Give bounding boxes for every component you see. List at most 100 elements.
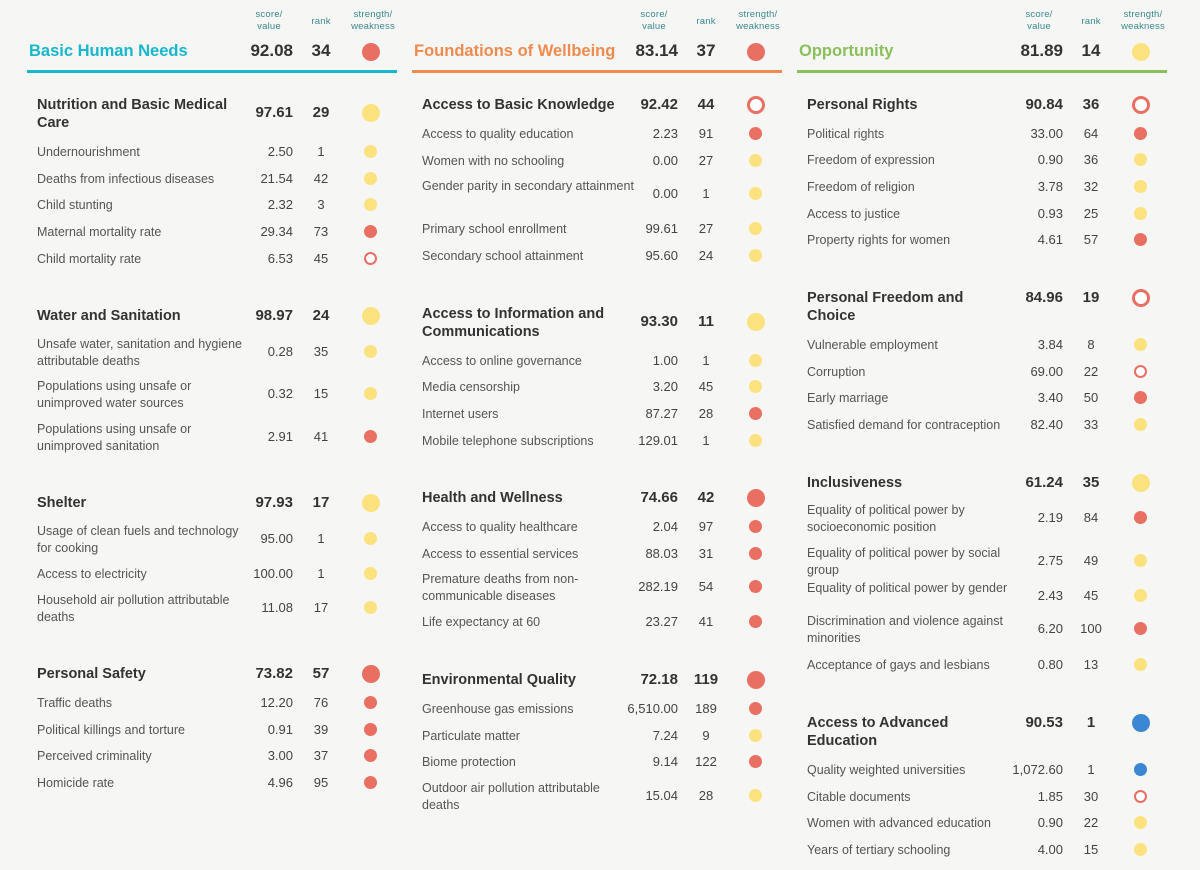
dimension-status-dot[interactable] [362, 43, 380, 61]
indicator-status-dot[interactable] [749, 249, 762, 262]
indicator-status-dot[interactable] [1134, 816, 1147, 829]
indicator-name[interactable]: Corruption [807, 365, 866, 379]
indicator-status-dot[interactable] [749, 702, 762, 715]
indicator-status-dot[interactable] [1134, 511, 1147, 524]
indicator-status-dot[interactable] [749, 547, 762, 560]
component-status-dot[interactable] [747, 313, 765, 331]
indicator-status-dot[interactable] [749, 380, 762, 393]
indicator-status-dot[interactable] [749, 729, 762, 742]
component-title[interactable]: Access to Information and Communications [422, 306, 605, 340]
indicator-status-dot[interactable] [1134, 554, 1147, 567]
indicator-status-dot[interactable] [749, 407, 762, 420]
component-status-dot[interactable] [1132, 96, 1150, 114]
indicator-status-dot[interactable] [364, 345, 377, 358]
indicator-name[interactable]: Access to essential services [422, 547, 579, 561]
indicator-name[interactable]: Access to electricity [37, 567, 147, 581]
indicator-name[interactable]: Child mortality rate [37, 252, 142, 266]
indicator-name[interactable]: Usage of clean fuels and technology for … [37, 524, 239, 555]
indicator-status-dot[interactable] [1134, 338, 1147, 351]
indicator-status-dot[interactable] [1134, 233, 1147, 246]
indicator-status-dot[interactable] [364, 430, 377, 443]
indicator-name[interactable]: Populations using unsafe or unimproved s… [37, 422, 192, 453]
indicator-status-dot[interactable] [749, 755, 762, 768]
indicator-name[interactable]: Equality of political power by gender [807, 581, 1008, 595]
indicator-status-dot[interactable] [749, 354, 762, 367]
component-title[interactable]: Personal Safety [37, 666, 146, 682]
indicator-status-dot[interactable] [749, 615, 762, 628]
component-title[interactable]: Health and Wellness [422, 490, 563, 506]
indicator-name[interactable]: Household air pollution attributable dea… [37, 593, 230, 624]
indicator-status-dot[interactable] [1134, 207, 1147, 220]
indicator-name[interactable]: Property rights for women [807, 233, 951, 247]
component-title[interactable]: Inclusiveness [807, 475, 903, 491]
indicator-status-dot[interactable] [364, 198, 377, 211]
indicator-status-dot[interactable] [364, 145, 377, 158]
indicator-status-dot[interactable] [364, 252, 377, 265]
component-title[interactable]: Water and Sanitation [37, 308, 181, 324]
component-status-dot[interactable] [362, 665, 380, 683]
indicator-status-dot[interactable] [364, 225, 377, 238]
indicator-name[interactable]: Life expectancy at 60 [422, 615, 541, 629]
dimension-header[interactable]: Basic Human Needs 92.08 34 [27, 38, 397, 66]
dimension-header[interactable]: Opportunity 81.89 14 [797, 38, 1167, 66]
indicator-status-dot[interactable] [749, 187, 762, 200]
indicator-name[interactable]: Populations using unsafe or unimproved w… [37, 379, 192, 410]
indicator-status-dot[interactable] [364, 601, 377, 614]
component-status-dot[interactable] [362, 104, 380, 122]
indicator-name[interactable]: Deaths from infectious diseases [37, 172, 215, 186]
indicator-status-dot[interactable] [749, 154, 762, 167]
indicator-name[interactable]: Gender parity in secondary attainment [422, 179, 634, 193]
component-title[interactable]: Shelter [37, 495, 87, 511]
component-title[interactable]: Personal Freedom and Choice [807, 290, 964, 324]
component-title[interactable]: Nutrition and Basic Medical Care [37, 97, 228, 131]
indicator-status-dot[interactable] [1134, 180, 1147, 193]
component-title[interactable]: Access to Basic Knowledge [422, 97, 615, 113]
indicator-name[interactable]: Early marriage [807, 391, 889, 405]
component-status-dot[interactable] [747, 96, 765, 114]
indicator-status-dot[interactable] [1134, 153, 1147, 166]
indicator-status-dot[interactable] [749, 789, 762, 802]
component-status-dot[interactable] [747, 671, 765, 689]
indicator-name[interactable]: Political rights [807, 127, 885, 141]
indicator-status-dot[interactable] [749, 580, 762, 593]
indicator-status-dot[interactable] [749, 222, 762, 235]
indicator-status-dot[interactable] [749, 127, 762, 140]
indicator-status-dot[interactable] [1134, 391, 1147, 404]
indicator-status-dot[interactable] [364, 749, 377, 762]
indicator-name[interactable]: Mobile telephone subscriptions [422, 434, 594, 448]
indicator-name[interactable]: Child stunting [37, 198, 113, 212]
indicator-status-dot[interactable] [364, 172, 377, 185]
indicator-status-dot[interactable] [1134, 418, 1147, 431]
indicator-name[interactable]: Access to quality education [422, 127, 574, 141]
dimension-header[interactable]: Foundations of Wellbeing 83.14 37 [412, 38, 782, 66]
indicator-name[interactable]: Unsafe water, sanitation and hygiene att… [37, 337, 242, 368]
indicator-status-dot[interactable] [1134, 843, 1147, 856]
indicator-name[interactable]: Secondary school attainment [422, 249, 584, 263]
indicator-name[interactable]: Particulate matter [422, 729, 520, 743]
indicator-name[interactable]: Media censorship [422, 380, 520, 394]
indicator-status-dot[interactable] [1134, 763, 1147, 776]
indicator-name[interactable]: Access to online governance [422, 354, 582, 368]
indicator-name[interactable]: Greenhouse gas emissions [422, 702, 574, 716]
component-status-dot[interactable] [1132, 289, 1150, 307]
indicator-name[interactable]: Satisfied demand for contraception [807, 418, 1001, 432]
indicator-status-dot[interactable] [1134, 658, 1147, 671]
indicator-name[interactable]: Perceived criminality [37, 749, 152, 763]
component-status-dot[interactable] [1132, 714, 1150, 732]
dimension-status-dot[interactable] [1132, 43, 1150, 61]
indicator-name[interactable]: Freedom of expression [807, 153, 935, 167]
indicator-status-dot[interactable] [1134, 790, 1147, 803]
indicator-name[interactable]: Vulnerable employment [807, 338, 938, 352]
indicator-status-dot[interactable] [1134, 589, 1147, 602]
indicator-name[interactable]: Primary school enrollment [422, 222, 567, 236]
component-status-dot[interactable] [1132, 474, 1150, 492]
component-title[interactable]: Access to Advanced Education [807, 715, 949, 749]
indicator-name[interactable]: Political killings and torture [37, 723, 185, 737]
indicator-name[interactable]: Quality weighted universities [807, 763, 966, 777]
indicator-name[interactable]: Women with advanced education [807, 816, 991, 830]
indicator-name[interactable]: Traffic deaths [37, 696, 113, 710]
dimension-status-dot[interactable] [747, 43, 765, 61]
component-status-dot[interactable] [362, 494, 380, 512]
indicator-name[interactable]: Discrimination and violence against mino… [807, 614, 1003, 645]
indicator-status-dot[interactable] [364, 387, 377, 400]
